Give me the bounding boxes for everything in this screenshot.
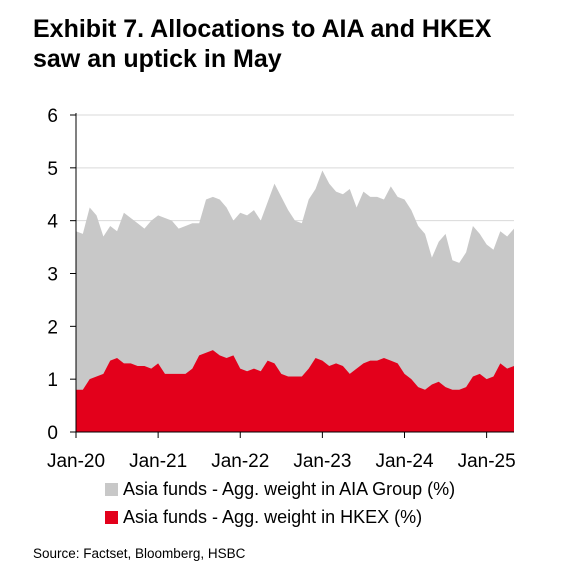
legend-swatch-hkex [105, 511, 118, 524]
area-aia [76, 170, 514, 432]
axes [70, 113, 514, 438]
legend-swatch-aia [105, 483, 118, 496]
x-tick-label-4: Jan-24 [375, 451, 434, 472]
y-tick-label-4: 4 [47, 212, 58, 233]
x-tick-label-1: Jan-21 [129, 451, 187, 472]
title-line-2: saw an uptick in May [33, 45, 282, 73]
tick-labels: 0 1 2 3 4 5 6 Jan-20 Jan-21 Jan-22 Jan-23 Jan-24 Jan… [47, 106, 516, 472]
chart-title: Exhibit 7. Allocations to AIA and HKEX s… [33, 14, 573, 74]
y-tick-label-6: 6 [47, 106, 58, 127]
x-tick-label-0: Jan-20 [47, 451, 105, 472]
x-tick-label-2: Jan-22 [211, 451, 269, 472]
area-hkex [76, 350, 514, 432]
y-tick-label-5: 5 [47, 159, 58, 180]
x-tick-label-5: Jan-25 [458, 451, 516, 472]
legend-label-hkex: Asia funds - Agg. weight in HKEX (%) [123, 507, 423, 527]
x-tick-label-3: Jan-23 [293, 451, 351, 472]
y-tick-label-1: 1 [47, 370, 58, 391]
y-tick-label-0: 0 [47, 423, 58, 444]
title-line-1: Exhibit 7. Allocations to AIA and HKEX [33, 15, 492, 43]
source-note: Source: Factset, Bloomberg, HSBC [33, 546, 246, 561]
area-chart: 0 1 2 3 4 5 6 Jan-20 Jan-21 Jan-22 Jan-23 Jan-24 Jan… [47, 106, 516, 472]
y-tick-label-2: 2 [47, 317, 58, 338]
legend-item-aia: Asia funds - Agg. weight in AIA Group (%… [105, 479, 455, 500]
y-tick-label-3: 3 [47, 265, 58, 286]
legend-item-hkex: Asia funds - Agg. weight in HKEX (%) [105, 507, 422, 528]
plot-areas [76, 170, 514, 432]
legend-label-aia: Asia funds - Agg. weight in AIA Group (%… [123, 479, 456, 499]
